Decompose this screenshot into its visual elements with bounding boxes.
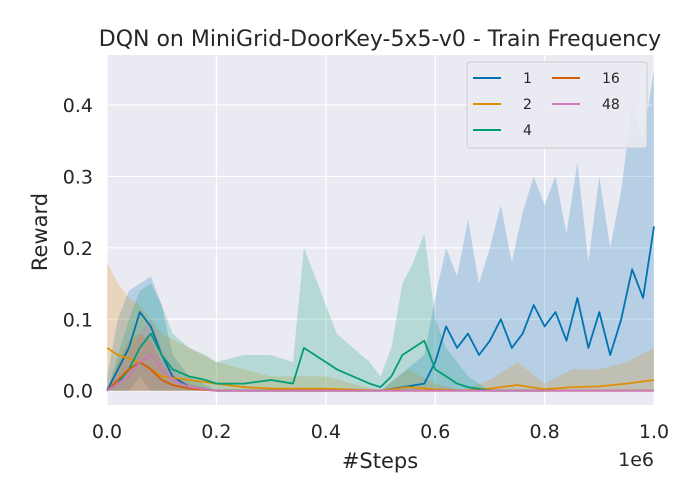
confidence-bands — [107, 69, 654, 391]
series-4-band — [107, 233, 545, 391]
x-axis-label: #Steps — [342, 449, 418, 473]
series-1-band — [107, 69, 654, 391]
y-axis-label: Reward — [28, 193, 52, 271]
series-48-band — [107, 319, 654, 391]
series-2-band — [107, 262, 654, 391]
legend-label-1: 1 — [523, 71, 532, 87]
x-axis-offset-label: 1e6 — [618, 449, 654, 471]
y-tick-label: 0.0 — [63, 381, 93, 403]
legend-label-2: 2 — [523, 97, 532, 113]
x-tick-label: 0.8 — [529, 421, 559, 443]
x-tick-label: 0.2 — [201, 421, 231, 443]
legend-label-16: 16 — [602, 71, 620, 87]
x-tick-label: 0.6 — [420, 421, 450, 443]
x-axis-ticks: 0.0 0.2 0.4 0.6 0.8 1.0 — [92, 421, 669, 443]
x-tick-label: 0.4 — [311, 421, 341, 443]
legend: 1 2 4 16 48 — [466, 61, 648, 149]
chart-title: DQN on MiniGrid-DoorKey-5x5-v0 - Train F… — [99, 27, 661, 52]
y-tick-label: 0.3 — [63, 166, 93, 188]
legend-label-4: 4 — [523, 123, 532, 139]
y-tick-label: 0.4 — [63, 95, 93, 117]
y-tick-label: 0.2 — [63, 238, 93, 260]
series-4-line — [106, 332, 545, 392]
x-tick-label: 1.0 — [639, 421, 669, 443]
series-16-band — [107, 333, 654, 391]
series-1-line — [106, 226, 655, 392]
x-tick-label: 0.0 — [92, 421, 122, 443]
series-lines — [106, 226, 655, 392]
y-axis-ticks: 0.0 0.1 0.2 0.3 0.4 — [63, 95, 93, 403]
legend-label-48: 48 — [602, 97, 620, 113]
y-tick-label: 0.1 — [63, 309, 93, 331]
series-48-line — [106, 354, 654, 392]
